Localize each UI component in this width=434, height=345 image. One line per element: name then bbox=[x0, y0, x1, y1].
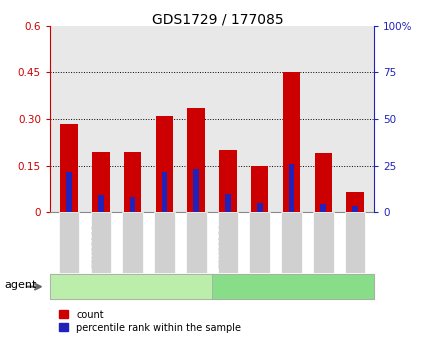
Text: GSM83106: GSM83106 bbox=[282, 224, 291, 269]
Bar bbox=[320, 204, 326, 212]
Text: agent: agent bbox=[4, 280, 36, 290]
Bar bbox=[219, 150, 236, 212]
Bar bbox=[193, 169, 198, 212]
Bar bbox=[155, 116, 173, 212]
Text: GSM83100: GSM83100 bbox=[92, 224, 101, 269]
Text: GSM83108: GSM83108 bbox=[345, 224, 354, 269]
Bar bbox=[92, 152, 109, 212]
Bar bbox=[250, 166, 268, 212]
Bar bbox=[345, 192, 363, 212]
Bar bbox=[60, 124, 78, 212]
Text: GSM83104: GSM83104 bbox=[218, 224, 227, 269]
Bar bbox=[288, 164, 294, 212]
Bar bbox=[161, 172, 167, 212]
Text: GSM83102: GSM83102 bbox=[155, 224, 164, 269]
Bar bbox=[225, 194, 230, 212]
Text: miR-122 antisense oligonucleotide: miR-122 antisense oligonucleotide bbox=[214, 282, 371, 291]
Bar bbox=[66, 172, 72, 212]
Bar bbox=[129, 197, 135, 212]
Bar bbox=[352, 206, 357, 212]
Bar bbox=[98, 195, 103, 212]
Text: GSM83105: GSM83105 bbox=[250, 224, 259, 269]
Text: GSM83090: GSM83090 bbox=[60, 224, 69, 269]
Bar bbox=[124, 152, 141, 212]
Legend: count, percentile rank within the sample: count, percentile rank within the sample bbox=[55, 306, 245, 336]
Bar bbox=[314, 153, 331, 212]
Bar bbox=[187, 108, 204, 212]
Text: GDS1729 / 177085: GDS1729 / 177085 bbox=[151, 12, 283, 26]
Bar bbox=[256, 203, 262, 212]
Text: GSM83107: GSM83107 bbox=[313, 224, 322, 269]
Text: GSM83103: GSM83103 bbox=[187, 224, 196, 269]
Bar bbox=[282, 72, 299, 212]
Text: control: control bbox=[112, 282, 150, 292]
Text: GSM83101: GSM83101 bbox=[123, 224, 132, 269]
